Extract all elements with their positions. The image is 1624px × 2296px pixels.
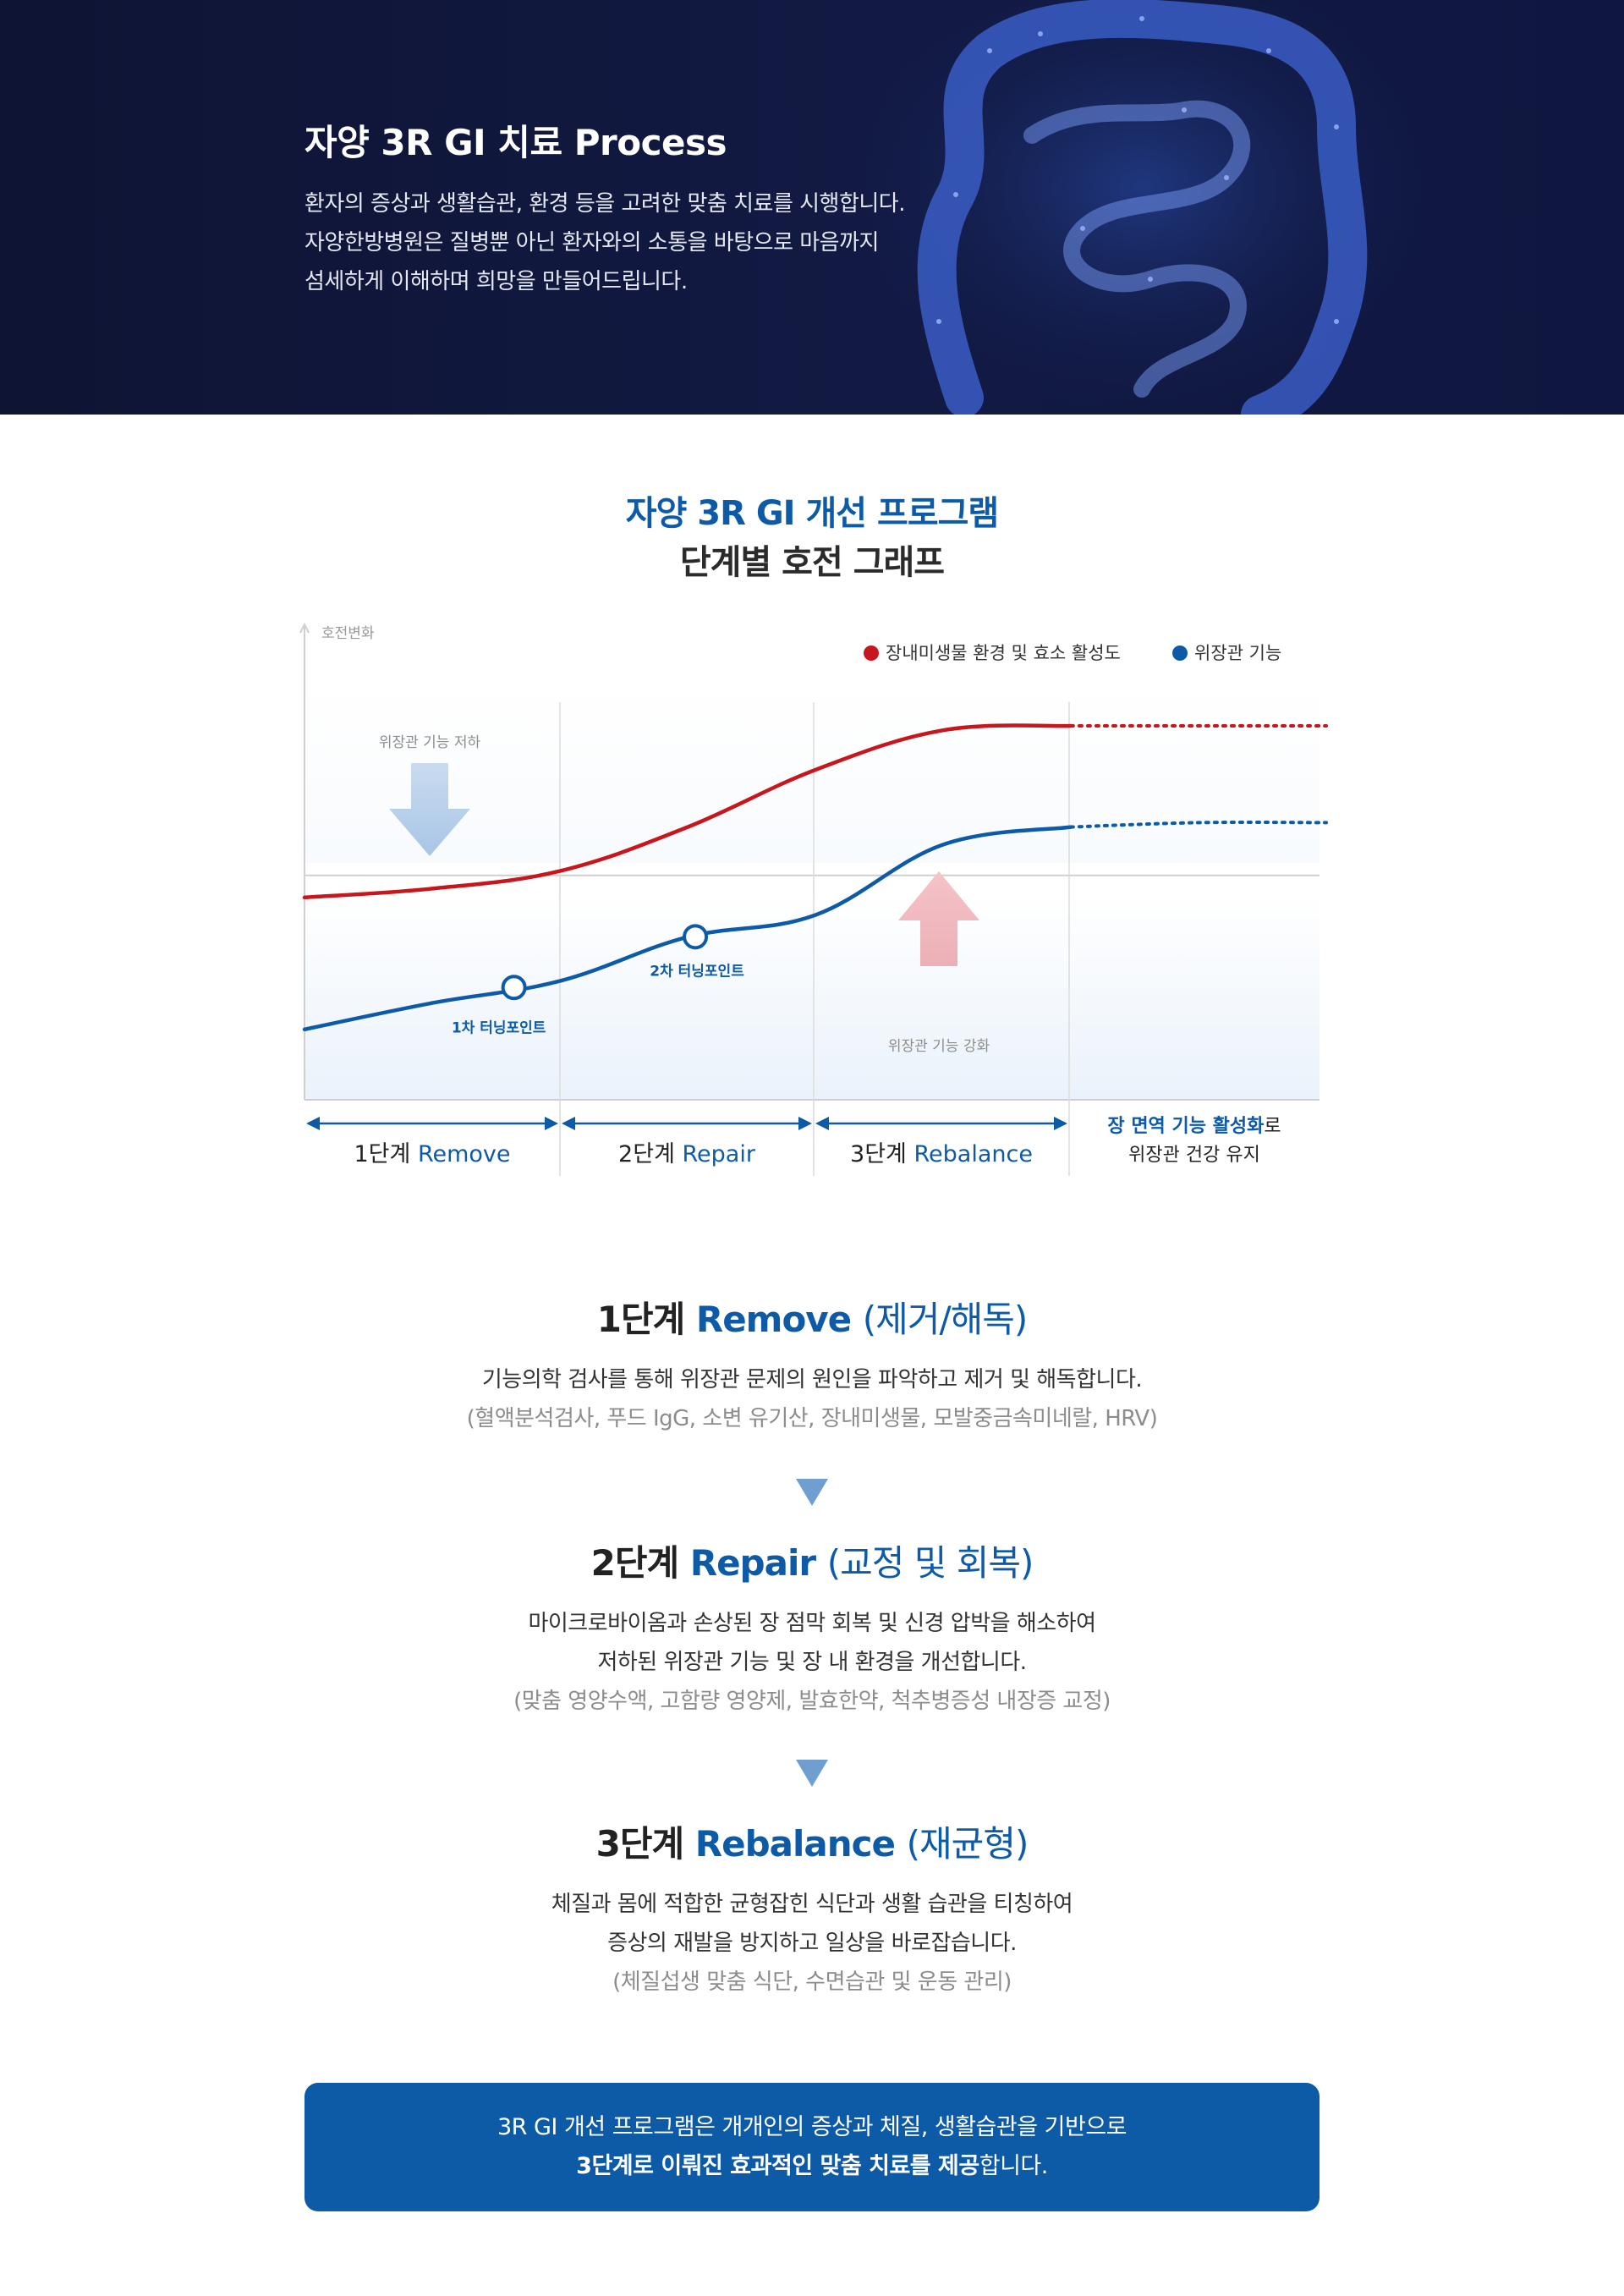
- turning-point-label: 2차 터닝포인트: [650, 963, 744, 980]
- arrow-left-icon: [815, 1117, 829, 1130]
- arrow-right-icon: [545, 1117, 558, 1130]
- stage-description: 저하된 위장관 기능 및 장 내 환경을 개선합니다.: [597, 1650, 1027, 1675]
- stage-details: (체질섭생 맞춤 식단, 수면습관 및 운동 관리): [612, 1969, 1012, 1995]
- summary-box: 3R GI 개선 프로그램은 개개인의 증상과 체질, 생활습관을 기반으로 3…: [304, 2083, 1320, 2211]
- y-axis-arrow-icon: [299, 622, 310, 634]
- hero-desc-line: 환자의 증상과 생활습관, 환경 등을 고려한 맞춤 치료를 시행합니다.: [304, 191, 906, 217]
- phase-label-rebalance: 3단계 Rebalance: [850, 1141, 1033, 1167]
- chart-legend: 장내미생물 환경 및 효소 활성도 위장관 기능: [864, 643, 1281, 663]
- turning-point-marker: [683, 924, 709, 950]
- stage-remove: 1단계 Remove (제거/해독) 기능의학 검사를 통해 위장관 문제의 원…: [0, 1294, 1624, 1438]
- final-label-line1: 장 면역 기능 활성화로: [1107, 1116, 1281, 1137]
- summary-line1: 3R GI 개선 프로그램은 개개인의 증상과 체질, 생활습관을 기반으로: [497, 2114, 1127, 2140]
- section-title: 자양 3R GI 개선 프로그램 단계별 호전 그래프: [0, 489, 1624, 587]
- decline-annotation: 위장관 기능 저하: [379, 734, 481, 751]
- stage-description: 증상의 재발을 방지하고 일상을 바로잡습니다.: [607, 1931, 1017, 1956]
- arrow-left-icon: [562, 1117, 575, 1130]
- arrow-right-icon: [798, 1117, 812, 1130]
- section-title-line1: 자양 3R GI 개선 프로그램: [625, 494, 999, 533]
- summary-line2: 3단계로 이뤄진 효과적인 맞춤 치료를 제공합니다.: [576, 2153, 1048, 2179]
- up-arrow-icon: [898, 871, 979, 966]
- stage-rebalance: 3단계 Rebalance (재균형) 체질과 몸에 적합한 균형잡힌 식단과 …: [0, 1819, 1624, 2002]
- stage-description: 기능의학 검사를 통해 위장관 문제의 원인을 파악하고 제거 및 해독합니다.: [481, 1367, 1143, 1392]
- stage-title: 1단계 Remove (제거/해독): [596, 1299, 1029, 1340]
- hero-desc-line: 자양한방병원은 질병뿐 아닌 환자와의 소통을 바탕으로 마음까지: [304, 230, 879, 255]
- series-line-microbiome: [302, 723, 1073, 900]
- stage-details: (혈액분석검사, 푸드 IgG, 소변 유기산, 장내미생물, 모발중금속미네랄…: [466, 1406, 1158, 1431]
- final-label-line2: 위장관 건강 유지: [1128, 1145, 1260, 1166]
- hero-banner: 자양 3R GI 치료 Process 환자의 증상과 생활습관, 환경 등을 …: [0, 0, 1624, 415]
- down-triangle-icon: [796, 1479, 828, 1506]
- down-triangle-icon: [796, 1760, 828, 1787]
- stage-title: 2단계 Repair (교정 및 회복): [590, 1542, 1034, 1584]
- stage-description: 마이크로바이옴과 손상된 장 점막 회복 및 신경 압박을 해소하여: [528, 1611, 1096, 1636]
- phase-arrow: [306, 1117, 558, 1130]
- arrow-right-icon: [1054, 1117, 1067, 1130]
- turning-point-marker: [501, 975, 527, 1001]
- phase-label-repair: 2단계 Repair: [618, 1141, 756, 1167]
- legend-dot-blue-icon: [1172, 645, 1188, 661]
- enhance-annotation: 위장관 기능 강화: [888, 1038, 990, 1055]
- plot-background-lower: [304, 685, 1320, 863]
- hero-desc-line: 섬세하게 이해하며 희망을 만들어드립니다.: [304, 269, 688, 294]
- section-title-line2: 단계별 호전 그래프: [679, 543, 945, 582]
- y-axis-label: 호전변화: [321, 625, 375, 642]
- phase-label-remove: 1단계 Remove: [354, 1141, 510, 1167]
- stage-title: 3단계 Rebalance (재균형): [595, 1823, 1029, 1865]
- stage-repair: 2단계 Repair (교정 및 회복) 마이크로바이옴과 손상된 장 점막 회…: [0, 1538, 1624, 1721]
- turning-point-label: 1차 터닝포인트: [452, 1019, 546, 1036]
- series-line-gi-function-projection: [1069, 820, 1328, 829]
- chart-svg: 호전변화 위장관 기능 저하 위장관 기능 강화 1차 터닝포인트 2차 터닝포…: [299, 622, 1328, 1176]
- hero-description: 환자의 증상과 생활습관, 환경 등을 고려한 맞춤 치료를 시행합니다. 자양…: [304, 184, 1066, 301]
- down-arrow-icon: [389, 763, 470, 856]
- legend-label-gi-function: 위장관 기능: [1194, 643, 1281, 663]
- legend-dot-red-icon: [864, 645, 879, 661]
- intestine-illustration: [863, 0, 1421, 415]
- legend-label-microbiome: 장내미생물 환경 및 효소 활성도: [886, 643, 1121, 663]
- improvement-chart: 호전변화 위장관 기능 저하 위장관 기능 강화 1차 터닝포인트 2차 터닝포…: [0, 609, 1624, 1201]
- phase-arrow: [562, 1117, 812, 1130]
- arrow-left-icon: [306, 1117, 320, 1130]
- phase-arrow: [815, 1117, 1067, 1130]
- stage-description: 체질과 몸에 적합한 균형잡힌 식단과 생활 습관을 티칭하여: [551, 1892, 1073, 1917]
- stage-details: (맞춤 영양수액, 고함량 영양제, 발효한약, 척추병증성 내장증 교정): [513, 1689, 1111, 1714]
- hero-title: 자양 3R GI 치료 Process: [304, 122, 727, 163]
